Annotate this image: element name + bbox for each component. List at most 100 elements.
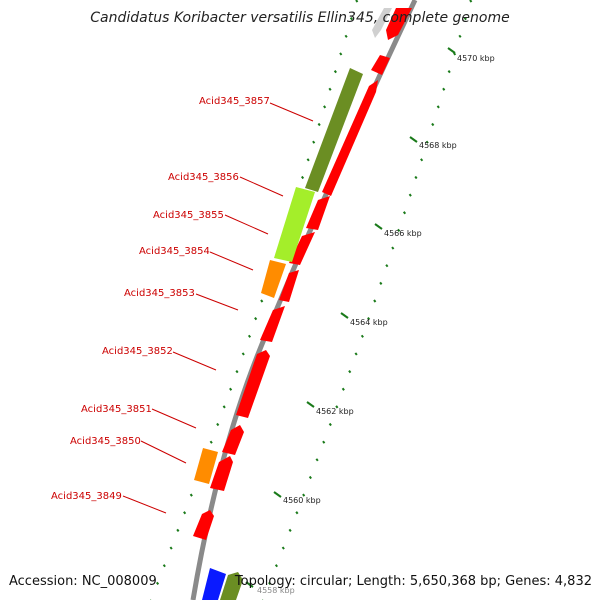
minor-tick [312, 140, 316, 144]
minor-tick [306, 158, 310, 162]
leader-3856 [239, 176, 284, 197]
major-tick [273, 491, 282, 498]
gene-labels: Acid345_3857 Acid345_3856 Acid345_3855 A… [51, 96, 270, 502]
minor-tick [308, 475, 312, 480]
minor-tick [397, 228, 401, 233]
minor-tick [235, 369, 239, 374]
minor-tick [402, 211, 407, 215]
minor-tick [322, 440, 326, 444]
minor-tick [339, 52, 343, 56]
feature-red-7 [236, 350, 270, 418]
feature-red-2 [322, 80, 378, 196]
minor-tick [260, 299, 264, 303]
minor-tick [341, 387, 345, 391]
major-tick [447, 47, 456, 54]
scale-label: 4560 kbp [283, 496, 321, 505]
minor-tick [317, 122, 321, 127]
minor-tick [469, 0, 473, 3]
reverse-strand-features [194, 68, 363, 484]
minor-tick [349, 17, 353, 21]
minor-tick [281, 546, 285, 550]
minor-tick [229, 387, 233, 391]
minor-tick [169, 546, 173, 550]
minor-tick [354, 352, 358, 356]
minor-tick [176, 528, 180, 533]
leader-3850 [140, 440, 187, 464]
minor-tick [414, 175, 418, 180]
major-tick [374, 223, 383, 230]
minor-tick [222, 405, 226, 409]
minor-tick [274, 564, 279, 568]
minor-tick [431, 122, 435, 127]
minor-tick [385, 264, 389, 268]
feature-orange-1 [261, 260, 286, 298]
forward-strand-features [193, 8, 412, 600]
feature-orange-2 [194, 448, 218, 484]
feature-red-9 [210, 456, 233, 491]
minor-tick [323, 105, 327, 109]
feature-light-green [274, 187, 315, 262]
minor-tick [328, 87, 332, 91]
gene-label: Acid345_3852 [102, 346, 173, 357]
scale-label: 4566 kbp [384, 229, 422, 238]
feature-red-8 [222, 425, 244, 455]
feature-red-1 [371, 55, 390, 75]
gene-label: Acid345_3850 [70, 436, 141, 447]
scale-labels: 4570 kbp 4568 kbp 4566 kbp 4564 kbp 4562… [245, 47, 495, 595]
minor-tick [302, 493, 306, 497]
genome-title: Candidatus Koribacter versatilis Ellin34… [90, 10, 510, 26]
minor-tick [463, 17, 467, 21]
feature-top-red [386, 8, 412, 40]
leader-3849 [122, 495, 167, 514]
leader-3854 [209, 251, 254, 271]
feature-olive-bottom [220, 572, 243, 600]
feature-red-5 [279, 270, 299, 302]
scale-label: 4564 kbp [350, 318, 388, 327]
major-tick [245, 581, 254, 588]
minor-tick [209, 440, 213, 444]
feature-olive [305, 68, 363, 192]
minor-tick [355, 0, 359, 3]
minor-tick [447, 69, 451, 74]
leader-3855 [224, 214, 269, 235]
major-tick [340, 312, 349, 319]
minor-tick [216, 422, 220, 427]
minor-tick [379, 281, 383, 285]
minor-tick [360, 334, 364, 338]
minor-tick [420, 158, 424, 162]
minor-tick [344, 34, 348, 38]
minor-tick [295, 511, 299, 515]
minor-tick [335, 405, 339, 409]
gene-label: Acid345_3856 [168, 172, 239, 183]
minor-tick [391, 246, 395, 250]
scale-label: 4558 kbp [257, 586, 295, 595]
gene-label: Acid345_3857 [199, 96, 270, 107]
minor-tick [328, 422, 332, 427]
gene-label: Acid345_3855 [153, 210, 224, 221]
leader-3857 [269, 102, 314, 122]
gene-leader-lines [122, 102, 314, 514]
leader-3851 [151, 408, 197, 429]
accession-text: Accession: NC_008009 [9, 574, 157, 589]
minor-tick [254, 317, 258, 321]
feature-blue [202, 568, 226, 600]
minor-tick [300, 175, 305, 180]
minor-tick [367, 317, 371, 321]
minor-tick [425, 140, 429, 144]
feature-top-grey [372, 8, 392, 38]
scale-label: 4570 kbp [457, 54, 495, 63]
gene-label: Acid345_3853 [124, 288, 195, 299]
minor-tick [155, 581, 160, 585]
minor-tick [348, 369, 352, 374]
minor-tick [268, 581, 272, 585]
leader-3853 [195, 293, 239, 311]
feature-red-3 [306, 196, 330, 230]
minor-tick [288, 528, 292, 533]
minor-tick [315, 458, 319, 462]
topology-text: Topology: circular; Length: 5,650,368 bp… [234, 574, 592, 589]
minor-tick [183, 511, 187, 515]
leader-3852 [172, 351, 217, 371]
major-tick [409, 136, 418, 143]
minor-tick [162, 564, 166, 568]
